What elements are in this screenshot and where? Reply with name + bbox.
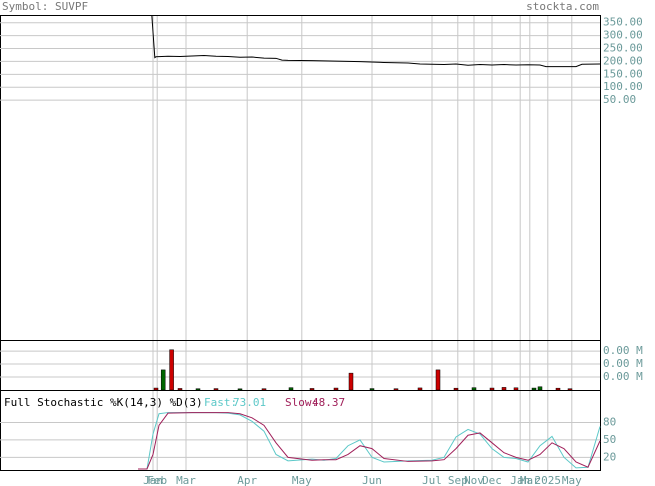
x-tick-label: Apr	[237, 474, 257, 486]
y-tick-label: 50.00	[603, 93, 636, 106]
symbol: Symbol: SUVPF	[2, 0, 88, 13]
y-tick-label: 0.00 M	[603, 370, 643, 383]
volume-bar	[369, 388, 375, 391]
x-tick-label: Jan	[143, 474, 163, 486]
volume-bar	[169, 349, 174, 391]
legend-value: 73.01	[233, 396, 266, 409]
series-line	[138, 412, 601, 470]
volume-bar	[261, 388, 267, 391]
legend-value: 48.37	[312, 396, 345, 409]
volume-bar	[471, 387, 477, 391]
volume-panel	[0, 340, 601, 391]
volume-bar	[453, 387, 459, 391]
x-tick-label: Mar	[520, 474, 540, 486]
x-tick-label: Dec	[482, 474, 502, 486]
volume-bar	[177, 388, 183, 391]
y-tick-label: 350.00	[603, 16, 643, 29]
volume-bar	[160, 369, 166, 391]
y-tick-label: 20	[603, 450, 616, 463]
volume-bar	[288, 387, 294, 391]
x-tick-label: May	[292, 474, 312, 486]
x-tick-label: Sep	[448, 474, 468, 486]
series-line	[138, 412, 601, 470]
volume-bar	[567, 388, 573, 391]
volume-bar	[237, 388, 243, 391]
volume-bar	[195, 388, 201, 391]
y-tick-label: 150.00	[603, 67, 643, 80]
site: stockta.com	[526, 0, 599, 13]
y-tick-label: 250.00	[603, 42, 643, 55]
volume-bar	[417, 387, 423, 391]
legend-name: Slow:	[285, 396, 318, 409]
y-tick-label: 0.00 M	[603, 357, 643, 370]
volume-bar	[213, 388, 219, 391]
x-tick-label: Jul	[422, 474, 442, 486]
volume-bar	[501, 387, 507, 391]
volume-bar	[531, 387, 537, 391]
y-tick-label: 300.00	[603, 29, 643, 42]
volume-bar	[153, 387, 159, 391]
volume-bar	[309, 388, 315, 391]
series-line	[151, 14, 601, 68]
volume-bar	[393, 388, 399, 391]
x-tick-label: Feb	[147, 474, 167, 486]
x-tick-label: Jan	[510, 474, 530, 486]
y-tick-label: 0.00 M	[603, 344, 643, 357]
volume-bar	[348, 372, 354, 391]
y-tick-label: 100.00	[603, 80, 643, 93]
legend-name: Fast:	[204, 396, 237, 409]
volume-bar	[537, 386, 543, 391]
volume-bar	[435, 369, 441, 391]
y-tick-label: 50	[603, 433, 616, 446]
x-tick-label: May	[562, 474, 582, 486]
x-tick-label: Nov	[464, 474, 484, 486]
y-tick-label: 200.00	[603, 54, 643, 67]
volume-bar	[333, 387, 339, 391]
volume-bar	[513, 387, 519, 391]
stochastic-panel	[0, 390, 601, 471]
x-tick-label: Jun	[362, 474, 382, 486]
indicator-title: Full Stochastic %K(14,3) %D(3)	[4, 396, 203, 409]
price-panel	[0, 15, 601, 341]
x-tick-label: Mar	[176, 474, 196, 486]
y-tick-label: 80	[603, 415, 616, 428]
volume-bar	[489, 387, 495, 391]
volume-bar	[555, 387, 561, 391]
x-tick-label: 2025	[535, 474, 562, 486]
